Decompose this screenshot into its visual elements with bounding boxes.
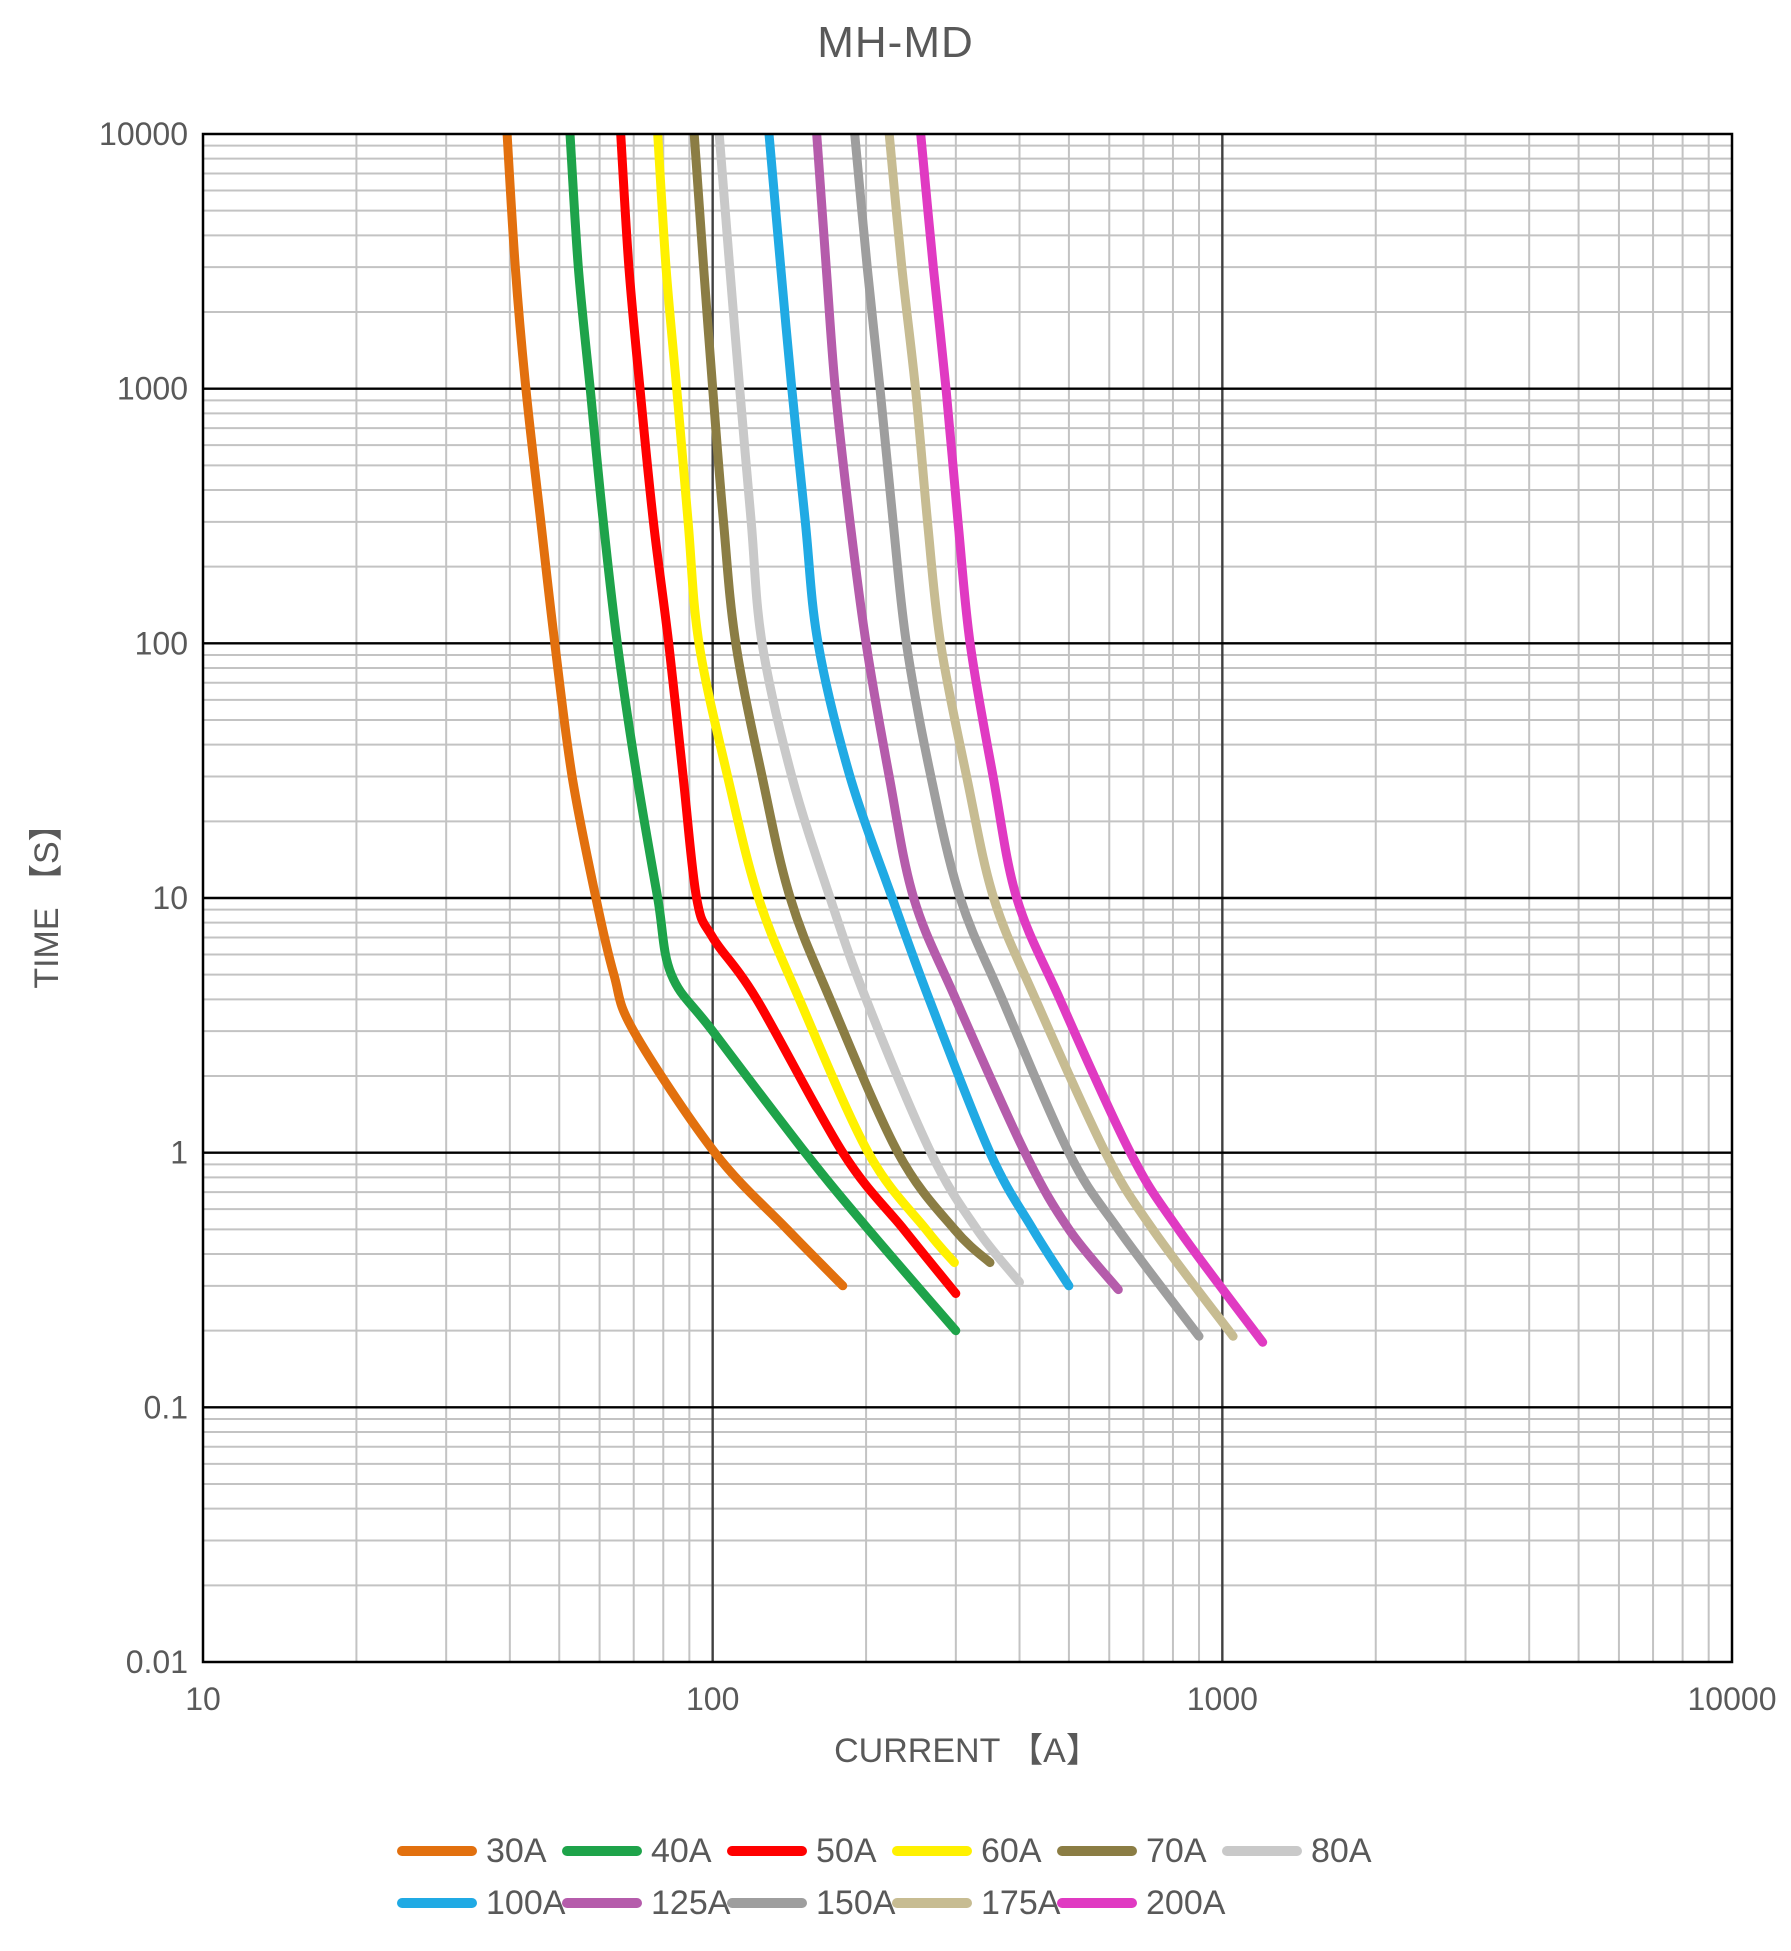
grid-major-lines [203, 134, 1732, 1662]
legend-item-40a: 40A [562, 1832, 727, 1871]
legend-swatch [397, 1846, 477, 1856]
legend-label: 70A [1146, 1831, 1207, 1870]
legend-label: 60A [981, 1831, 1042, 1870]
series-line-60a [653, 134, 959, 1268]
series-line-80a [714, 134, 1024, 1287]
y-tick: 1000 [117, 371, 188, 407]
legend-row-1: 30A 40A 50A 60A 70A 80A [397, 1831, 1387, 1871]
series-line-125a [812, 134, 1123, 1295]
plot-border [201, 132, 1734, 1664]
series-line-30a [502, 134, 848, 1291]
legend-item-150a: 150A [727, 1883, 896, 1923]
x-tick: 1000 [1187, 1681, 1258, 1717]
x-tick: 10000 [1688, 1681, 1777, 1717]
legend-swatch [1222, 1846, 1302, 1856]
series-curves [502, 134, 1268, 1347]
legend-item-100a: 100A [397, 1883, 566, 1923]
legend-item-125a: 125A [562, 1883, 731, 1923]
legend-swatch [892, 1898, 972, 1908]
legend-label: 50A [816, 1831, 877, 1870]
legend-label: 150A [816, 1883, 896, 1922]
legend-label: 40A [651, 1831, 712, 1870]
legend-item-70a: 70A [1057, 1832, 1222, 1871]
legend-label: 125A [651, 1883, 731, 1922]
legend-swatch [562, 1846, 642, 1856]
series-line-70a [689, 134, 995, 1268]
legend-swatch [1057, 1846, 1137, 1856]
legend-label: 100A [486, 1883, 566, 1922]
legend-label: 30A [486, 1831, 547, 1870]
legend: 30A 40A 50A 60A 70A 80A 100A 125A 150A 175A 200A [397, 1831, 1387, 1923]
y-tick: 0.01 [126, 1644, 188, 1680]
series-line-200a [916, 134, 1268, 1347]
legend-item-200a: 200A [1057, 1883, 1226, 1923]
y-tick: 10 [152, 880, 188, 916]
series-line-50a [616, 134, 961, 1298]
legend-swatch [397, 1898, 477, 1908]
series-line-40a [565, 134, 961, 1336]
legend-item-30a: 30A [397, 1832, 562, 1871]
legend-swatch [727, 1898, 807, 1908]
y-tick: 0.1 [144, 1389, 188, 1425]
x-tick: 100 [686, 1681, 739, 1717]
chart-title: MH-MD [817, 18, 974, 67]
legend-item-175a: 175A [892, 1883, 1061, 1923]
legend-item-80a: 80A [1222, 1832, 1387, 1871]
legend-swatch [727, 1846, 807, 1856]
y-tick: 100 [135, 625, 188, 661]
legend-label: 200A [1146, 1883, 1226, 1922]
x-tick: 10 [185, 1681, 221, 1717]
legend-label: 175A [981, 1883, 1061, 1922]
legend-swatch [892, 1846, 972, 1856]
legend-label: 80A [1311, 1831, 1372, 1870]
legend-item-60a: 60A [892, 1832, 1057, 1871]
series-line-100a [764, 134, 1074, 1291]
series-line-175a [884, 134, 1238, 1341]
x-axis-label: CURRENT 【A】 [834, 1732, 1100, 1770]
legend-swatch [1057, 1898, 1137, 1908]
legend-item-50a: 50A [727, 1832, 892, 1871]
series-line-150a [850, 134, 1204, 1341]
legend-row-2: 100A 125A 150A 175A 200A [397, 1883, 1387, 1923]
y-tick: 1 [170, 1135, 188, 1171]
legend-swatch [562, 1898, 642, 1908]
y-tick: 10000 [99, 116, 188, 152]
y-axis-label: TIME 【S】 [28, 807, 66, 988]
